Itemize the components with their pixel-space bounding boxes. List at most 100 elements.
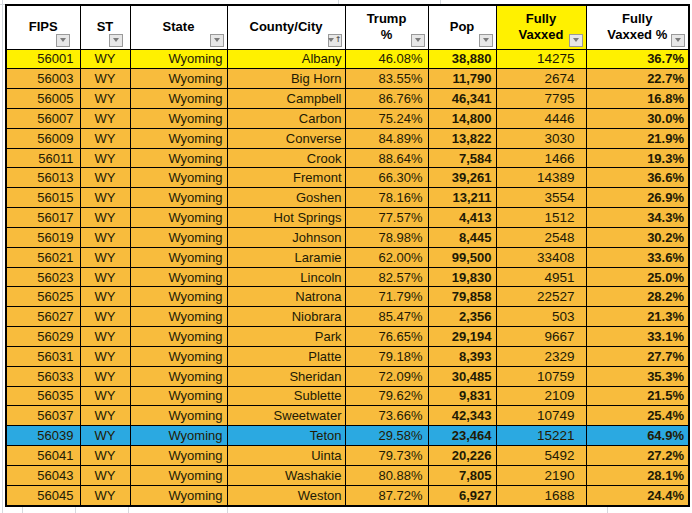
cell-st[interactable]: WY	[80, 307, 130, 327]
cell-trump_pct[interactable]: 86.76%	[345, 89, 428, 109]
cell-fips[interactable]: 56037	[6, 406, 80, 426]
cell-fully_vaxxed_pct[interactable]: 30.0%	[586, 108, 689, 128]
cell-st[interactable]: WY	[80, 327, 130, 347]
cell-state[interactable]: Wyoming	[130, 446, 227, 466]
cell-state[interactable]: Wyoming	[130, 89, 227, 109]
cell-trump_pct[interactable]: 80.88%	[345, 465, 428, 485]
filter-button-fully_vaxxed_pct[interactable]	[671, 34, 685, 47]
cell-fips[interactable]: 56015	[6, 188, 80, 208]
column-header-pop[interactable]: Pop	[428, 5, 496, 49]
cell-trump_pct[interactable]: 73.66%	[345, 406, 428, 426]
cell-pop[interactable]: 8,445	[428, 227, 496, 247]
cell-fully_vaxxed[interactable]: 2329	[496, 346, 586, 366]
cell-trump_pct[interactable]: 62.00%	[345, 247, 428, 267]
cell-county[interactable]: Hot Springs	[227, 208, 345, 228]
cell-fips[interactable]: 56001	[6, 49, 80, 69]
cell-county[interactable]: Johnson	[227, 227, 345, 247]
cell-fully_vaxxed_pct[interactable]: 26.9%	[586, 188, 689, 208]
cell-state[interactable]: Wyoming	[130, 168, 227, 188]
cell-fips[interactable]: 56039	[6, 426, 80, 446]
filter-button-fully_vaxxed[interactable]	[569, 34, 583, 47]
cell-pop[interactable]: 13,211	[428, 188, 496, 208]
cell-fips[interactable]: 56019	[6, 227, 80, 247]
cell-fully_vaxxed_pct[interactable]: 21.3%	[586, 307, 689, 327]
cell-pop[interactable]: 7,584	[428, 148, 496, 168]
cell-fips[interactable]: 56035	[6, 386, 80, 406]
cell-fips[interactable]: 56013	[6, 168, 80, 188]
cell-fips[interactable]: 56003	[6, 69, 80, 89]
cell-fips[interactable]: 56025	[6, 287, 80, 307]
cell-fully_vaxxed[interactable]: 2190	[496, 465, 586, 485]
cell-fully_vaxxed_pct[interactable]: 19.3%	[586, 148, 689, 168]
cell-state[interactable]: Wyoming	[130, 108, 227, 128]
cell-pop[interactable]: 19,830	[428, 267, 496, 287]
cell-fully_vaxxed_pct[interactable]: 24.4%	[586, 485, 689, 506]
cell-fully_vaxxed_pct[interactable]: 33.6%	[586, 247, 689, 267]
cell-fully_vaxxed_pct[interactable]: 34.3%	[586, 208, 689, 228]
cell-trump_pct[interactable]: 83.55%	[345, 69, 428, 89]
cell-st[interactable]: WY	[80, 148, 130, 168]
cell-pop[interactable]: 13,822	[428, 128, 496, 148]
cell-fips[interactable]: 56011	[6, 148, 80, 168]
cell-county[interactable]: Natrona	[227, 287, 345, 307]
cell-pop[interactable]: 30,485	[428, 366, 496, 386]
cell-pop[interactable]: 9,831	[428, 386, 496, 406]
cell-st[interactable]: WY	[80, 485, 130, 506]
cell-county[interactable]: Washakie	[227, 465, 345, 485]
cell-fully_vaxxed_pct[interactable]: 25.0%	[586, 267, 689, 287]
cell-pop[interactable]: 39,261	[428, 168, 496, 188]
cell-fully_vaxxed[interactable]: 503	[496, 307, 586, 327]
cell-state[interactable]: Wyoming	[130, 426, 227, 446]
cell-trump_pct[interactable]: 75.24%	[345, 108, 428, 128]
cell-pop[interactable]: 2,356	[428, 307, 496, 327]
cell-fully_vaxxed_pct[interactable]: 27.2%	[586, 446, 689, 466]
cell-fips[interactable]: 56017	[6, 208, 80, 228]
cell-state[interactable]: Wyoming	[130, 247, 227, 267]
cell-pop[interactable]: 38,880	[428, 49, 496, 69]
cell-state[interactable]: Wyoming	[130, 346, 227, 366]
cell-fully_vaxxed_pct[interactable]: 28.2%	[586, 287, 689, 307]
cell-trump_pct[interactable]: 79.73%	[345, 446, 428, 466]
cell-trump_pct[interactable]: 46.08%	[345, 49, 428, 69]
cell-st[interactable]: WY	[80, 49, 130, 69]
cell-state[interactable]: Wyoming	[130, 327, 227, 347]
cell-pop[interactable]: 46,341	[428, 89, 496, 109]
cell-fips[interactable]: 56021	[6, 247, 80, 267]
cell-county[interactable]: Goshen	[227, 188, 345, 208]
cell-fully_vaxxed[interactable]: 33408	[496, 247, 586, 267]
cell-st[interactable]: WY	[80, 406, 130, 426]
cell-fully_vaxxed_pct[interactable]: 36.6%	[586, 168, 689, 188]
cell-fully_vaxxed[interactable]: 9667	[496, 327, 586, 347]
cell-trump_pct[interactable]: 85.47%	[345, 307, 428, 327]
cell-pop[interactable]: 14,800	[428, 108, 496, 128]
cell-st[interactable]: WY	[80, 208, 130, 228]
column-header-fips[interactable]: FIPS	[6, 5, 80, 49]
cell-fully_vaxxed_pct[interactable]: 25.4%	[586, 406, 689, 426]
cell-pop[interactable]: 20,226	[428, 446, 496, 466]
cell-pop[interactable]: 29,194	[428, 327, 496, 347]
cell-fully_vaxxed[interactable]: 1688	[496, 485, 586, 506]
filter-button-county[interactable]: ↑	[328, 34, 342, 47]
cell-fully_vaxxed[interactable]: 10749	[496, 406, 586, 426]
cell-trump_pct[interactable]: 71.79%	[345, 287, 428, 307]
cell-st[interactable]: WY	[80, 386, 130, 406]
cell-trump_pct[interactable]: 29.58%	[345, 426, 428, 446]
cell-fully_vaxxed[interactable]: 1512	[496, 208, 586, 228]
cell-fips[interactable]: 56043	[6, 465, 80, 485]
cell-trump_pct[interactable]: 79.62%	[345, 386, 428, 406]
cell-pop[interactable]: 23,464	[428, 426, 496, 446]
cell-county[interactable]: Sheridan	[227, 366, 345, 386]
cell-fully_vaxxed[interactable]: 4951	[496, 267, 586, 287]
cell-fully_vaxxed_pct[interactable]: 36.7%	[586, 49, 689, 69]
cell-fully_vaxxed[interactable]: 7795	[496, 89, 586, 109]
cell-st[interactable]: WY	[80, 89, 130, 109]
cell-fully_vaxxed_pct[interactable]: 21.5%	[586, 386, 689, 406]
cell-fips[interactable]: 56029	[6, 327, 80, 347]
cell-st[interactable]: WY	[80, 346, 130, 366]
cell-county[interactable]: Converse	[227, 128, 345, 148]
filter-button-fips[interactable]	[56, 34, 70, 47]
cell-fips[interactable]: 56033	[6, 366, 80, 386]
cell-trump_pct[interactable]: 77.57%	[345, 208, 428, 228]
cell-state[interactable]: Wyoming	[130, 287, 227, 307]
filter-button-pop[interactable]	[479, 34, 493, 47]
